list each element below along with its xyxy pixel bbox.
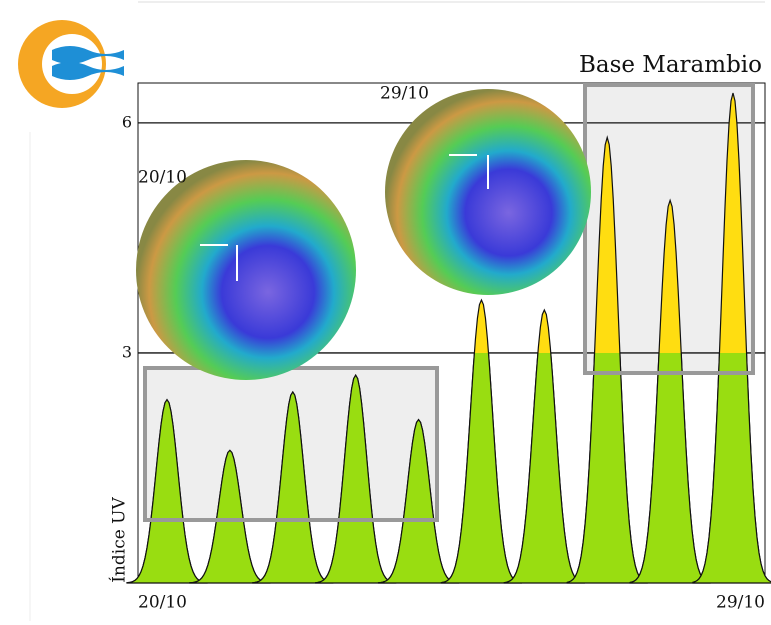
y-tick-label: 3: [122, 342, 132, 361]
uv-peak-lower: [692, 352, 771, 584]
uv-peak-lower: [377, 418, 460, 584]
station-marker: [200, 154, 489, 281]
uv-peak-lower: [440, 352, 523, 584]
globe-date: 29/10: [380, 84, 429, 104]
logo: [18, 20, 124, 108]
y-axis-label: Índice UV: [109, 496, 130, 582]
ozone-globe: [385, 89, 591, 295]
y-tick-label: 6: [122, 112, 132, 131]
chart-title: Base Marambio: [579, 52, 762, 78]
ozone-globe: [136, 160, 356, 380]
uv-peak-lower: [189, 449, 271, 584]
x-tick-label: 20/10: [138, 593, 187, 613]
uv-peak-lower: [315, 373, 397, 584]
uv-peak-lower: [629, 352, 711, 584]
highlight-box-frame: [583, 83, 755, 375]
x-tick-label: 29/10: [716, 593, 765, 613]
uv-peak-lower: [126, 398, 208, 584]
globe-date: 20/10: [138, 168, 187, 188]
uv-peak-lower: [503, 352, 585, 584]
uv-peak-lower: [566, 352, 648, 584]
uv-peak-lower: [252, 390, 334, 584]
